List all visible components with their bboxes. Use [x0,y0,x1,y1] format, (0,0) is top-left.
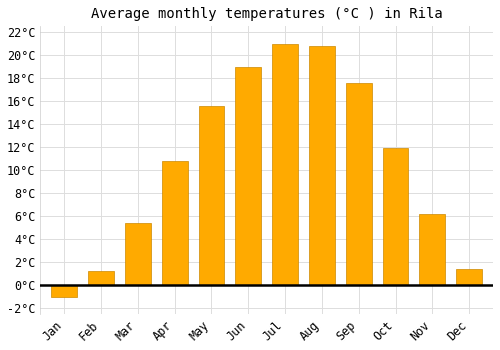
Bar [88,271,114,285]
Title: Average monthly temperatures (°C ) in Rila: Average monthly temperatures (°C ) in Ri… [91,7,443,21]
Bar [346,83,372,285]
Bar [272,43,298,285]
Bar [420,214,445,285]
Bar [236,66,261,285]
Bar [162,161,188,285]
Bar [125,223,150,285]
Bar [456,269,482,285]
Bar [52,285,77,297]
Bar [198,106,224,285]
Bar [382,148,408,285]
Bar [309,46,335,285]
